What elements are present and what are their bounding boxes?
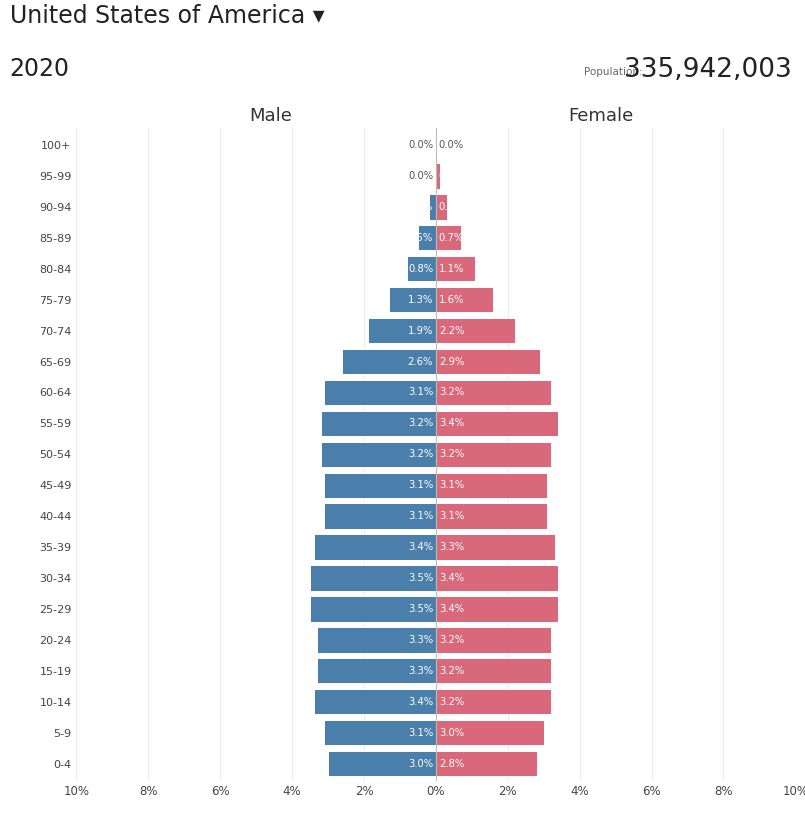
Bar — [436, 318, 515, 344]
Text: 1.6%: 1.6% — [439, 295, 464, 305]
Text: 0.0%: 0.0% — [408, 171, 433, 181]
Text: 3.2%: 3.2% — [408, 419, 433, 429]
Text: 2.8%: 2.8% — [439, 758, 464, 768]
Bar — [317, 658, 436, 683]
Bar — [436, 504, 547, 529]
Bar — [321, 411, 436, 436]
Bar — [436, 256, 476, 282]
Text: 3.5%: 3.5% — [408, 573, 433, 583]
Text: 1.9%: 1.9% — [407, 325, 433, 335]
Bar — [324, 380, 436, 405]
Text: 3.2%: 3.2% — [408, 449, 433, 459]
Text: 3.4%: 3.4% — [408, 696, 433, 707]
Text: 3.2%: 3.2% — [439, 387, 464, 397]
Bar — [429, 194, 436, 220]
Text: 3.2%: 3.2% — [439, 449, 464, 459]
Bar — [342, 349, 436, 374]
Text: 3.2%: 3.2% — [439, 696, 464, 707]
Bar — [324, 504, 436, 529]
Text: 0.3%: 0.3% — [439, 202, 464, 212]
Text: 3.1%: 3.1% — [439, 480, 464, 490]
Bar — [436, 534, 555, 560]
Bar — [436, 349, 540, 374]
Text: Male: Male — [249, 107, 292, 125]
Bar — [368, 318, 436, 344]
Bar — [436, 658, 551, 683]
Bar — [418, 225, 436, 250]
Text: 3.0%: 3.0% — [439, 728, 464, 738]
Bar — [389, 287, 436, 312]
Bar — [317, 627, 436, 653]
Bar — [436, 225, 461, 250]
Bar — [324, 472, 436, 498]
Text: 335,942,003: 335,942,003 — [624, 58, 791, 83]
Text: 3.1%: 3.1% — [439, 511, 464, 521]
Bar — [310, 596, 436, 622]
Bar — [310, 565, 436, 591]
Bar — [407, 256, 436, 282]
Text: 1.3%: 1.3% — [408, 295, 433, 305]
Text: 3.3%: 3.3% — [408, 666, 433, 676]
Bar — [436, 194, 447, 220]
Bar — [436, 720, 543, 745]
Text: 3.2%: 3.2% — [439, 666, 464, 676]
Bar — [436, 472, 547, 498]
Text: United States of America ▾: United States of America ▾ — [10, 3, 324, 27]
Text: 3.3%: 3.3% — [439, 542, 464, 552]
Bar — [436, 689, 551, 714]
Text: 3.3%: 3.3% — [408, 635, 433, 645]
Text: 2020: 2020 — [10, 58, 70, 82]
Text: 3.4%: 3.4% — [439, 573, 464, 583]
Bar — [436, 411, 558, 436]
Text: 3.1%: 3.1% — [408, 480, 433, 490]
Text: 3.5%: 3.5% — [408, 604, 433, 614]
Text: 3.1%: 3.1% — [408, 511, 433, 521]
Text: 3.4%: 3.4% — [408, 542, 433, 552]
Text: 2.9%: 2.9% — [439, 357, 464, 367]
Text: Population:: Population: — [584, 67, 642, 77]
Text: 3.1%: 3.1% — [408, 387, 433, 397]
Text: 0.7%: 0.7% — [439, 233, 464, 243]
Text: 2.2%: 2.2% — [439, 325, 464, 335]
Bar — [436, 164, 440, 188]
Text: 3.2%: 3.2% — [439, 635, 464, 645]
Bar — [314, 689, 436, 714]
Bar — [436, 627, 551, 653]
Text: 0.0%: 0.0% — [439, 140, 464, 150]
Bar — [436, 565, 558, 591]
Bar — [436, 751, 537, 776]
Bar — [321, 442, 436, 467]
Bar — [328, 751, 436, 776]
Text: 3.1%: 3.1% — [408, 728, 433, 738]
Bar — [324, 720, 436, 745]
Text: 0.5%: 0.5% — [408, 233, 433, 243]
Text: 0.1%: 0.1% — [439, 171, 464, 181]
Text: 0.0%: 0.0% — [408, 140, 433, 150]
Text: 1.1%: 1.1% — [439, 263, 464, 273]
Text: 3.4%: 3.4% — [439, 604, 464, 614]
Text: 0.8%: 0.8% — [408, 263, 433, 273]
Text: 2.6%: 2.6% — [407, 357, 433, 367]
Text: 0.2%: 0.2% — [408, 202, 433, 212]
Text: Female: Female — [568, 107, 634, 125]
Text: 3.4%: 3.4% — [439, 419, 464, 429]
Text: 3.0%: 3.0% — [408, 758, 433, 768]
Bar — [436, 287, 493, 312]
Bar — [314, 534, 436, 560]
Bar — [436, 596, 558, 622]
Bar — [436, 380, 551, 405]
Bar — [436, 442, 551, 467]
